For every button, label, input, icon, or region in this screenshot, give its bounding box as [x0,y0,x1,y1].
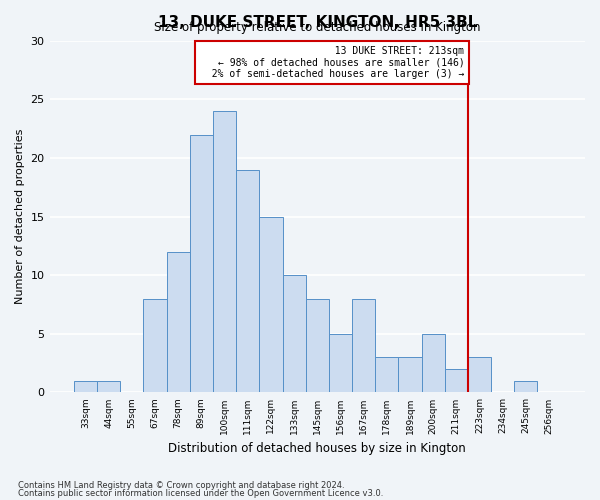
Bar [468,358,491,392]
Text: 13 DUKE STREET: 213sqm
← 98% of detached houses are smaller (146)
  2% of semi-d: 13 DUKE STREET: 213sqm ← 98% of detached… [200,46,464,79]
Bar [143,298,167,392]
Bar [352,298,375,392]
Text: Contains HM Land Registry data © Crown copyright and database right 2024.: Contains HM Land Registry data © Crown c… [18,480,344,490]
Bar [167,252,190,392]
X-axis label: Distribution of detached houses by size in Kington: Distribution of detached houses by size … [169,442,466,455]
Bar [97,380,120,392]
Bar [213,111,236,392]
Bar [283,275,305,392]
Bar [329,334,352,392]
Text: Contains public sector information licensed under the Open Government Licence v3: Contains public sector information licen… [18,490,383,498]
Bar [305,298,329,392]
Bar [514,380,538,392]
Title: 13, DUKE STREET, KINGTON, HR5 3BL: 13, DUKE STREET, KINGTON, HR5 3BL [158,15,477,30]
Y-axis label: Number of detached properties: Number of detached properties [15,129,25,304]
Bar [375,358,398,392]
Text: Size of property relative to detached houses in Kington: Size of property relative to detached ho… [154,21,481,34]
Bar [236,170,259,392]
Bar [422,334,445,392]
Bar [190,134,213,392]
Bar [259,216,283,392]
Bar [398,358,422,392]
Bar [74,380,97,392]
Bar [445,369,468,392]
